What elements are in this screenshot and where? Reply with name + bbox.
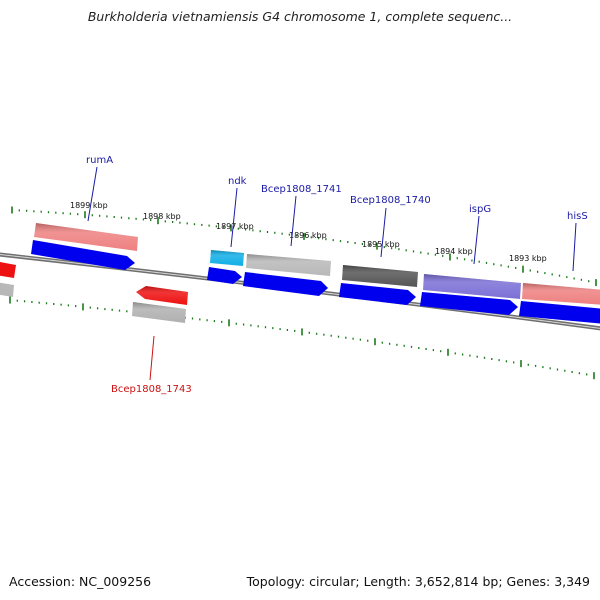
scale-label-1899: 1899 kbp bbox=[70, 201, 108, 210]
topology-summary: Topology: circular; Length: 3,652,814 bp… bbox=[246, 574, 590, 589]
leader-rumA bbox=[87, 166, 98, 222]
gene-hisS[interactable] bbox=[522, 283, 600, 305]
leader-hisS bbox=[572, 222, 577, 272]
gene-ispG[interactable] bbox=[423, 274, 521, 299]
gene-label-Bcep1808_1740[interactable]: Bcep1808_1740 bbox=[350, 195, 431, 206]
cds-arrow-Bcep1808_1740[interactable] bbox=[339, 283, 416, 305]
accession-text: Accession: NC_009256 bbox=[9, 574, 152, 589]
gene-Bcep1808_1743[interactable] bbox=[136, 286, 188, 305]
scale-label-1895: 1895 kbp bbox=[362, 240, 400, 249]
upper-tick-ring bbox=[11, 206, 597, 287]
scale-label-1898: 1898 kbp bbox=[143, 212, 181, 221]
leader-ndk bbox=[230, 187, 238, 248]
gene-label-hisS[interactable]: hisS bbox=[567, 211, 588, 222]
leader-Bcep1808_1740 bbox=[380, 207, 387, 258]
leader-ispG bbox=[473, 215, 480, 265]
leader-Bcep1808_1743 bbox=[149, 335, 155, 381]
gene-reverse-gray[interactable] bbox=[132, 302, 186, 323]
cds-arrow-ndk[interactable] bbox=[207, 267, 242, 284]
gene-left-edge-gray[interactable] bbox=[0, 282, 14, 297]
cds-arrow-hisS[interactable] bbox=[519, 301, 600, 324]
gene-rumA[interactable] bbox=[34, 223, 138, 251]
gene-label-Bcep1808_1743[interactable]: Bcep1808_1743 bbox=[111, 384, 192, 395]
gene-label-Bcep1808_1741[interactable]: Bcep1808_1741 bbox=[261, 184, 342, 195]
scale-label-1897: 1897 kbp bbox=[216, 222, 254, 231]
gene-Bcep1808_1740[interactable] bbox=[342, 265, 418, 287]
gene-Bcep1808_1741[interactable] bbox=[246, 254, 331, 276]
leader-Bcep1808_1741 bbox=[290, 195, 297, 247]
scale-label-1893: 1893 kbp bbox=[509, 254, 547, 263]
gene-label-ndk[interactable]: ndk bbox=[228, 176, 247, 187]
cds-arrow-Bcep1808_1741[interactable] bbox=[243, 272, 328, 296]
gene-ndk[interactable] bbox=[210, 250, 244, 266]
map-title: Burkholderia vietnamiensis G4 chromosome… bbox=[87, 9, 513, 24]
cds-arrow-rumA[interactable] bbox=[31, 240, 135, 270]
scale-label-1894: 1894 kbp bbox=[435, 247, 473, 256]
gene-left-edge-red[interactable] bbox=[0, 261, 16, 278]
gene-label-rumA[interactable]: rumA bbox=[86, 155, 113, 166]
gene-label-ispG[interactable]: ispG bbox=[469, 204, 491, 215]
scale-label-1896: 1896 kbp bbox=[289, 231, 327, 240]
cds-arrow-ispG[interactable] bbox=[420, 292, 518, 315]
